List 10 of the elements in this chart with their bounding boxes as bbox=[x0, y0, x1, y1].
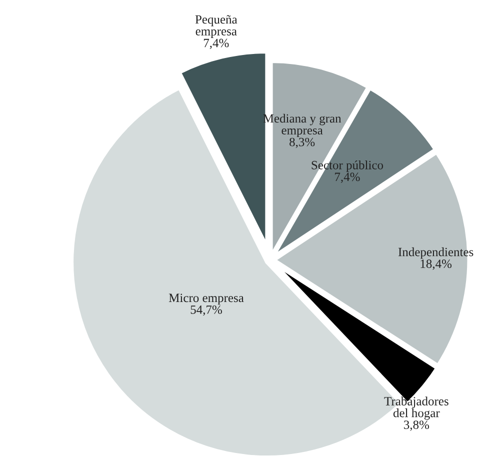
data-label: 7,4% bbox=[204, 38, 229, 50]
slice-label: Pequeña empresa bbox=[195, 15, 238, 38]
data-label: 8,3% bbox=[290, 138, 315, 148]
slice-label: Micro empresa bbox=[168, 294, 244, 305]
data-label: 54,7% bbox=[190, 305, 222, 316]
data-label: 18,4% bbox=[420, 260, 452, 270]
data-label: 3,8% bbox=[404, 420, 430, 431]
slice-label: Independientes bbox=[398, 247, 474, 259]
slice-label: Trabajadores del hogar bbox=[384, 396, 448, 420]
data-label: 7,4% bbox=[335, 172, 360, 183]
